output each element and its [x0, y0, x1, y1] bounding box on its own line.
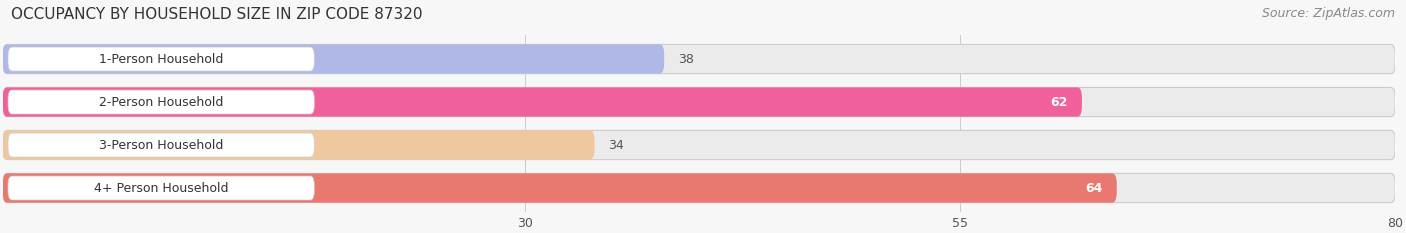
- Text: OCCUPANCY BY HOUSEHOLD SIZE IN ZIP CODE 87320: OCCUPANCY BY HOUSEHOLD SIZE IN ZIP CODE …: [11, 7, 423, 22]
- Text: Source: ZipAtlas.com: Source: ZipAtlas.com: [1261, 7, 1395, 20]
- Text: 64: 64: [1085, 182, 1102, 195]
- FancyBboxPatch shape: [8, 133, 315, 157]
- FancyBboxPatch shape: [3, 173, 1395, 203]
- FancyBboxPatch shape: [8, 90, 315, 114]
- Text: 34: 34: [609, 139, 624, 151]
- FancyBboxPatch shape: [8, 176, 315, 200]
- FancyBboxPatch shape: [3, 173, 1116, 203]
- FancyBboxPatch shape: [3, 45, 664, 74]
- Text: 4+ Person Household: 4+ Person Household: [94, 182, 228, 195]
- FancyBboxPatch shape: [3, 45, 1395, 74]
- Text: 3-Person Household: 3-Person Household: [98, 139, 224, 151]
- FancyBboxPatch shape: [3, 130, 595, 160]
- Text: 2-Person Household: 2-Person Household: [98, 96, 224, 109]
- Text: 62: 62: [1050, 96, 1069, 109]
- Text: 1-Person Household: 1-Person Household: [98, 53, 224, 65]
- Text: 38: 38: [678, 53, 695, 65]
- FancyBboxPatch shape: [8, 47, 315, 71]
- FancyBboxPatch shape: [3, 130, 1395, 160]
- FancyBboxPatch shape: [3, 87, 1395, 117]
- FancyBboxPatch shape: [3, 87, 1083, 117]
